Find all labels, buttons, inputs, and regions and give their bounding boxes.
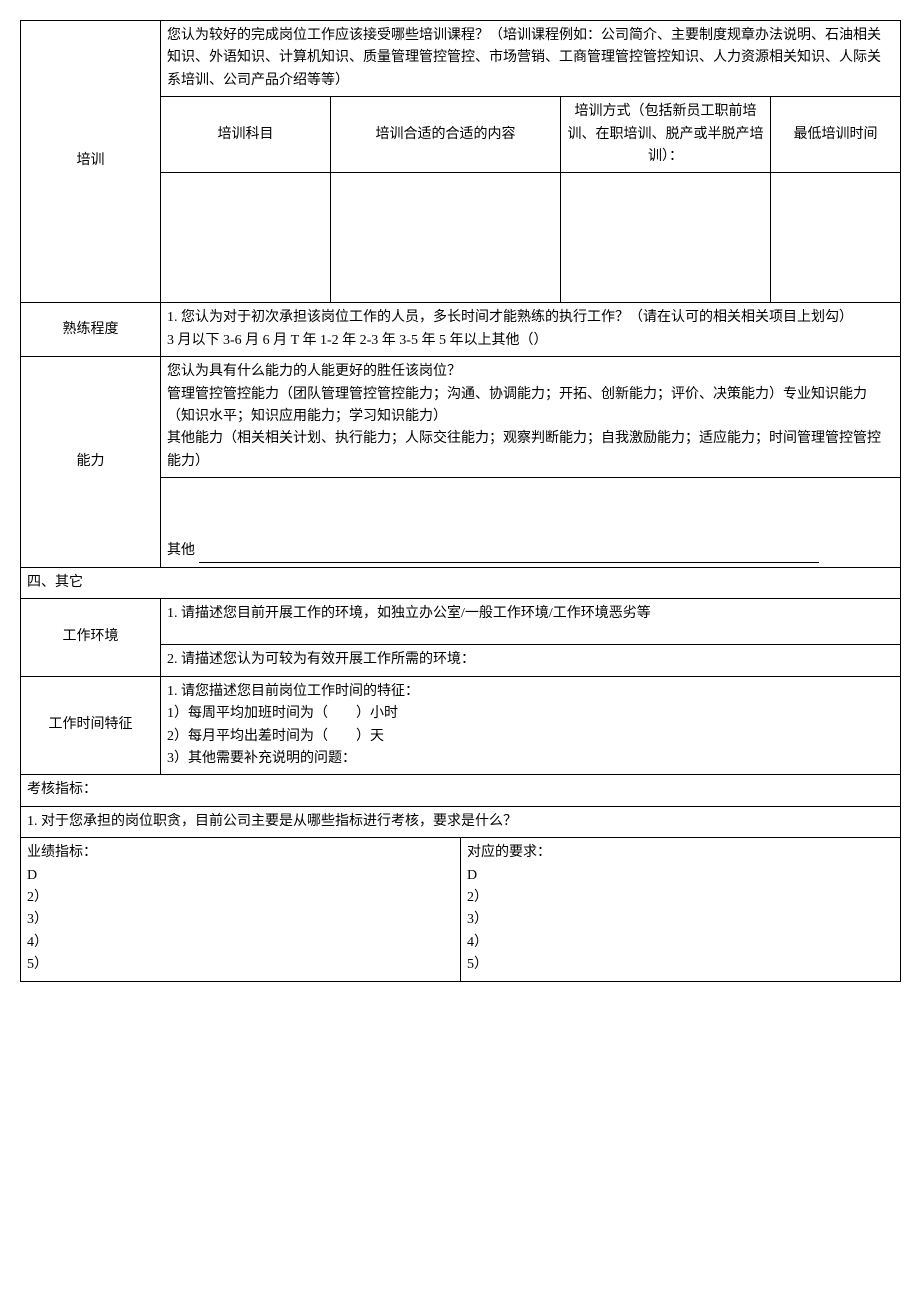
proficiency-label: 熟练程度 [21, 303, 161, 357]
ability-other-cell[interactable]: 其他 [161, 478, 901, 568]
assessment-left-3: 3） [27, 909, 454, 931]
assessment-right-4: 4） [467, 932, 894, 954]
training-cell-mintime[interactable] [771, 173, 901, 303]
ability-line2: 其他能力（相关相关计划、执行能力；人际交往能力；观察判断能力；自我激励能力；适应… [167, 431, 881, 468]
assessment-right-1: D [467, 865, 894, 887]
training-cell-content[interactable] [331, 173, 561, 303]
assessment-right-5: 5） [467, 954, 894, 976]
ability-label: 能力 [21, 357, 161, 568]
assessment-right-3: 3） [467, 909, 894, 931]
ability-other-label: 其他 [167, 543, 195, 558]
environment-label: 工作环境 [21, 599, 161, 676]
assessment-header: 考核指标： [21, 775, 901, 806]
proficiency-question: 1. 您认为对于初次承担该岗位工作的人员，多长时间才能熟练的执行工作？（请在认可… [167, 310, 853, 325]
training-cell-method[interactable] [561, 173, 771, 303]
training-header-mintime: 最低培训时间 [771, 97, 901, 173]
worktime-l0: 1. 请您描述您目前岗位工作时间的特征： [167, 684, 419, 699]
ability-desc: 您认为具有什么能力的人能更好的胜任该岗位？ 管理管控管控能力（团队管理管控管控能… [161, 357, 901, 478]
training-header-subject: 培训科目 [161, 97, 331, 173]
training-header-content: 培训合适的合适的内容 [331, 97, 561, 173]
ability-line1: 管理管控管控能力（团队管理管控管控能力；沟通、协调能力；开拓、创新能力；评价、决… [167, 387, 867, 424]
section-four-header: 四、其它 [21, 568, 901, 599]
training-intro: 您认为较好的完成岗位工作应该接受哪些培训课程？（培训课程例如：公司简介、主要制度… [161, 21, 901, 97]
assessment-left-title: 业绩指标： [27, 842, 454, 864]
proficiency-cell[interactable]: 1. 您认为对于初次承担该岗位工作的人员，多长时间才能熟练的执行工作？（请在认可… [161, 303, 901, 357]
training-cell-subject[interactable] [161, 173, 331, 303]
assessment-question: 1. 对于您承担的岗位职贪，目前公司主要是从哪些指标进行考核，要求是什么？ [21, 806, 901, 837]
worktime-l2: 2）每月平均出差时间为（ ）天 [167, 729, 384, 744]
worktime-label: 工作时间特征 [21, 676, 161, 775]
assessment-split-row: 业绩指标： D 2） 3） 4） 5） 对应的要求： D 2） 3） 4） 5） [21, 838, 901, 981]
assessment-right[interactable]: 对应的要求： D 2） 3） 4） 5） [461, 838, 901, 980]
assessment-right-2: 2） [467, 887, 894, 909]
environment-q2[interactable]: 2. 请描述您认为可较为有效开展工作所需的环境： [161, 645, 901, 676]
assessment-left-1: D [27, 865, 454, 887]
assessment-left-4: 4） [27, 932, 454, 954]
environment-q1[interactable]: 1. 请描述您目前开展工作的环境，如独立办公室/一般工作环境/工作环境恶劣等 [161, 599, 901, 645]
training-header-method: 培训方式（包括新员工职前培训、在职培训、脱产或半脱产培训）： [561, 97, 771, 173]
assessment-right-title: 对应的要求： [467, 842, 894, 864]
assessment-left-2: 2） [27, 887, 454, 909]
worktime-cell[interactable]: 1. 请您描述您目前岗位工作时间的特征： 1）每周平均加班时间为（ ）小时 2）… [161, 676, 901, 775]
worktime-l1: 1）每周平均加班时间为（ ）小时 [167, 706, 398, 721]
assessment-left[interactable]: 业绩指标： D 2） 3） 4） 5） [21, 838, 461, 980]
training-label: 培训 [21, 21, 161, 303]
proficiency-options: 3 月以下 3-6 月 6 月 T 年 1-2 年 2-3 年 3-5 年 5 … [167, 333, 547, 348]
job-analysis-table: 培训 您认为较好的完成岗位工作应该接受哪些培训课程？（培训课程例如：公司简介、主… [20, 20, 901, 982]
ability-q: 您认为具有什么能力的人能更好的胜任该岗位？ [167, 364, 461, 379]
assessment-left-5: 5） [27, 954, 454, 976]
worktime-l3: 3）其他需要补充说明的问题： [167, 751, 356, 766]
